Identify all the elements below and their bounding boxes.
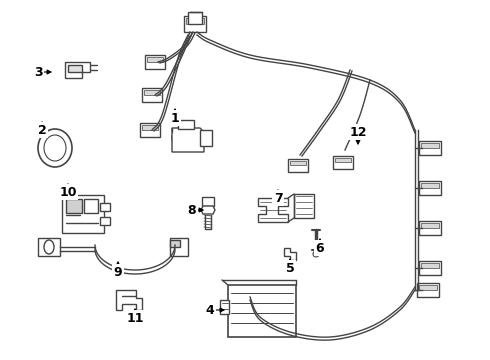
Text: 10: 10 xyxy=(59,185,77,198)
Text: 3: 3 xyxy=(34,66,42,78)
Bar xyxy=(421,143,439,148)
Text: 11: 11 xyxy=(126,311,144,324)
Bar xyxy=(421,223,439,228)
Bar xyxy=(84,199,98,213)
Bar xyxy=(228,285,296,337)
Bar xyxy=(290,161,306,165)
Polygon shape xyxy=(201,206,215,214)
Bar xyxy=(184,16,206,32)
Ellipse shape xyxy=(172,127,192,149)
Text: 8: 8 xyxy=(188,203,196,216)
Bar xyxy=(220,300,229,314)
Bar xyxy=(421,263,439,268)
Bar xyxy=(419,285,437,290)
Text: 12: 12 xyxy=(349,126,367,139)
Circle shape xyxy=(313,251,319,257)
Bar xyxy=(145,55,165,69)
Polygon shape xyxy=(258,198,288,222)
Bar xyxy=(147,57,163,62)
Bar xyxy=(170,238,188,256)
Bar xyxy=(62,195,104,233)
Ellipse shape xyxy=(44,135,66,161)
Bar xyxy=(202,197,214,206)
Polygon shape xyxy=(172,128,204,152)
Bar xyxy=(419,181,441,195)
Text: 5: 5 xyxy=(286,261,294,274)
Bar xyxy=(419,221,441,235)
Bar xyxy=(38,238,60,256)
Bar xyxy=(178,120,194,129)
Text: 2: 2 xyxy=(38,123,47,136)
Bar xyxy=(186,18,204,24)
Bar xyxy=(188,12,202,24)
Bar xyxy=(170,240,180,247)
Bar xyxy=(421,183,439,188)
Text: 4: 4 xyxy=(206,303,215,316)
Bar xyxy=(140,123,160,137)
Bar xyxy=(68,65,82,72)
Bar xyxy=(419,141,441,155)
Text: 7: 7 xyxy=(273,192,282,204)
Bar xyxy=(66,199,82,213)
Bar xyxy=(200,130,212,146)
Bar xyxy=(419,261,441,275)
Bar xyxy=(142,88,162,102)
Text: 1: 1 xyxy=(171,112,179,125)
Ellipse shape xyxy=(38,129,72,167)
Text: 9: 9 xyxy=(114,266,122,279)
Bar xyxy=(100,203,110,211)
Bar xyxy=(417,283,439,297)
Text: 6: 6 xyxy=(316,242,324,255)
Bar xyxy=(142,125,158,130)
Bar xyxy=(144,90,160,95)
Bar xyxy=(294,194,314,218)
Polygon shape xyxy=(284,248,296,260)
Bar xyxy=(335,158,351,162)
Polygon shape xyxy=(65,62,90,78)
Polygon shape xyxy=(116,290,142,310)
Ellipse shape xyxy=(44,240,54,254)
Bar xyxy=(288,159,308,172)
Bar xyxy=(100,217,110,225)
Bar xyxy=(333,156,353,169)
